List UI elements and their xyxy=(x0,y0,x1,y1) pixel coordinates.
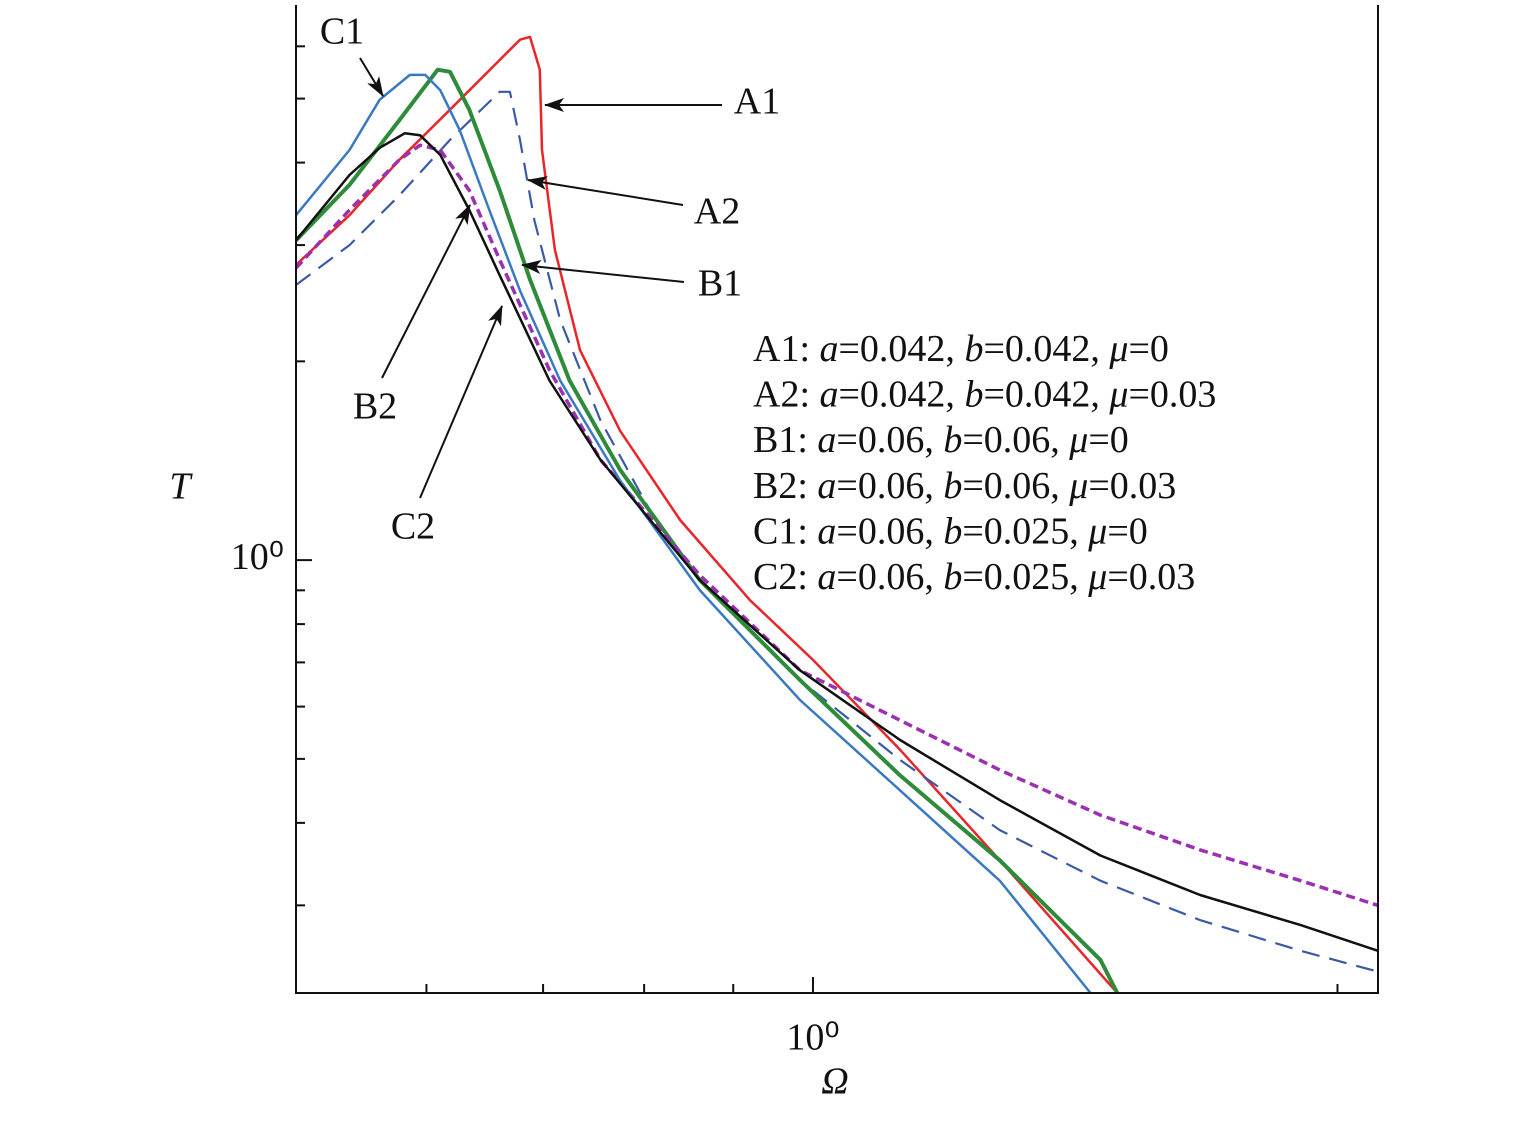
y-tick-label: 10⁰ xyxy=(231,536,284,578)
annotation-arrow xyxy=(527,176,684,206)
series-line xyxy=(296,35,1119,993)
series-line xyxy=(296,132,1378,952)
annotation-label: B2 xyxy=(353,386,397,428)
axes-frame xyxy=(295,5,1379,994)
annotation-arrow xyxy=(359,57,384,97)
series-line xyxy=(296,90,1378,973)
annotation-label: C1 xyxy=(320,11,364,53)
annotation-label: A1 xyxy=(734,81,780,123)
x-axis-label: Ω xyxy=(821,1061,848,1103)
plot-area xyxy=(296,35,1378,993)
annotation-arrow xyxy=(381,204,471,379)
annotation-label: B1 xyxy=(698,263,742,305)
legend-entry: A1: a=0.042, b=0.042, μ=0 xyxy=(753,328,1169,370)
annotation-label: C2 xyxy=(391,506,435,548)
legend-entry: B1: a=0.06, b=0.06, μ=0 xyxy=(753,419,1129,461)
annotation-arrow xyxy=(521,260,685,283)
x-tick-label: 10⁰ xyxy=(786,1017,839,1059)
annotation-arrow xyxy=(419,305,503,499)
series-line xyxy=(296,73,1092,993)
legend-entry: C2: a=0.06, b=0.025, μ=0.03 xyxy=(753,556,1195,598)
legend-entry: A2: a=0.042, b=0.042, μ=0.03 xyxy=(753,373,1216,415)
legend-entry: B2: a=0.06, b=0.06, μ=0.03 xyxy=(753,465,1176,507)
y-axis-label: T xyxy=(169,466,193,508)
annotation-label: A2 xyxy=(694,191,740,233)
series-line xyxy=(296,67,1120,993)
legend-entry: C1: a=0.06, b=0.025, μ=0 xyxy=(753,510,1148,552)
series-line xyxy=(296,143,1378,908)
